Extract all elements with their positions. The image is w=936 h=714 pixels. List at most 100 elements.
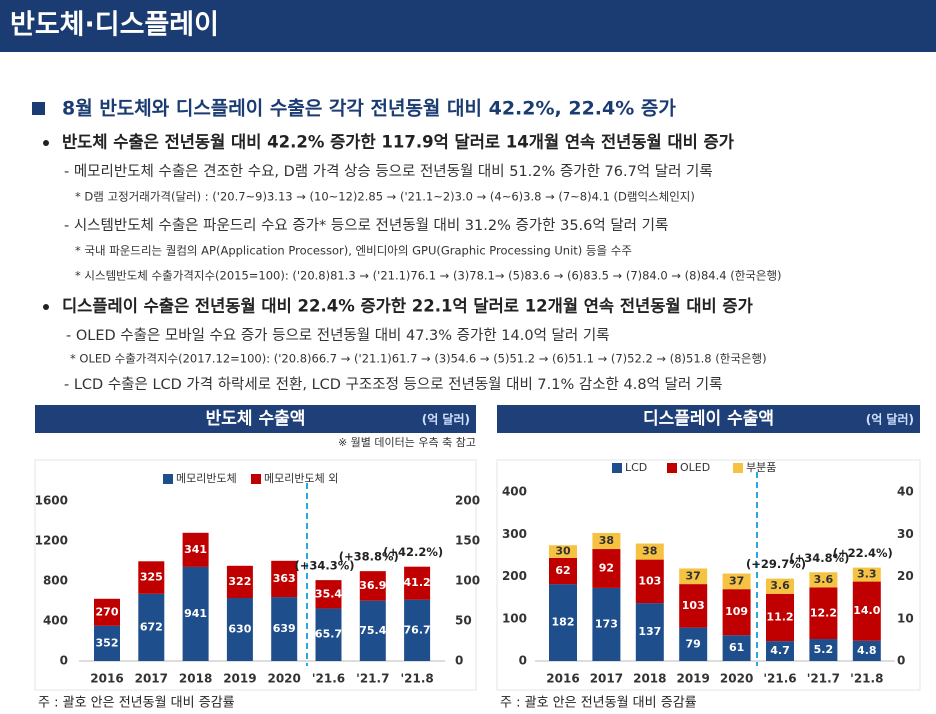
bar-segment — [182, 532, 209, 567]
bar-segment — [722, 573, 751, 590]
bar-segment — [679, 584, 708, 628]
headline: 8월 반도체와 디스플레이 수출은 각각 전년동월 대비 42.2%, 22.4… — [62, 98, 676, 120]
x-tick-label: '21.6 — [312, 672, 345, 686]
bullet — [43, 304, 49, 310]
item: - 시스템반도체 수출은 파운드리 수요 증가* 등으로 전년동월 대비 31.… — [64, 217, 668, 234]
value-label: 3.6 — [814, 573, 834, 586]
value-label: 137 — [638, 625, 661, 638]
x-tick-label: '21.8 — [400, 672, 433, 686]
y-tick-label: 1200 — [35, 534, 68, 548]
chart-note: 주 : 괄호 안은 전년동월 대비 증감률 — [38, 696, 235, 711]
bar-segment — [635, 603, 664, 661]
bar-segment — [852, 581, 881, 641]
x-tick-label: 2020 — [267, 672, 300, 686]
x-tick-label: 2019 — [223, 672, 256, 686]
value-label: 672 — [140, 620, 163, 633]
value-label: 182 — [552, 616, 575, 629]
y-tick-label: 800 — [43, 574, 68, 588]
page-title: 반도체·디스플레이 — [10, 10, 219, 41]
value-label: 62 — [555, 564, 570, 577]
value-label: 270 — [96, 605, 119, 618]
value-label: 630 — [228, 623, 251, 636]
section-heading: 반도체 수출은 전년동월 대비 42.2% 증가한 117.9억 달러로 14개… — [62, 132, 734, 152]
value-label: 103 — [682, 599, 705, 612]
chart-unit: (억 달러) — [866, 412, 914, 427]
value-label: 65.7 — [315, 628, 342, 641]
value-label: 3.6 — [770, 579, 790, 592]
value-label: 14.0 — [853, 604, 880, 617]
value-label: 92 — [599, 561, 614, 574]
bullet — [43, 140, 49, 146]
bar-segment — [852, 567, 881, 582]
growth-annotation: (+42.2%) — [383, 545, 443, 559]
value-label: 76.7 — [404, 623, 431, 636]
value-label: 61 — [729, 641, 744, 654]
y-tick-label: 300 — [502, 527, 527, 541]
legend-swatch — [667, 463, 677, 473]
growth-annotation: (+29.7%) — [746, 557, 806, 571]
value-label: 363 — [273, 572, 296, 585]
bar-segment — [592, 587, 621, 661]
bar-segment — [359, 600, 386, 661]
value-label: 325 — [140, 571, 163, 584]
bar-segment — [635, 543, 664, 560]
x-tick-label: 2017 — [590, 672, 623, 686]
chart-subtitle: ※ 월별 데이터는 우측 축 참고 — [338, 436, 476, 449]
bar-segment — [138, 593, 165, 661]
growth-annotation: (+34.8%) — [789, 551, 849, 565]
x-tick-label: 2018 — [179, 672, 212, 686]
note: * 시스템반도체 수출가격지수(2015=100): ('20.8)81.3 →… — [75, 269, 782, 283]
y2-tick-label: 200 — [455, 494, 480, 508]
item: - 메모리반도체 수출은 견조한 수요, D램 가격 상승 등으로 전년동월 대… — [64, 163, 713, 180]
value-label: 173 — [595, 617, 618, 630]
value-label: 11.2 — [766, 610, 793, 623]
x-tick-label: 2017 — [135, 672, 168, 686]
legend-label: 부분품 — [746, 461, 776, 474]
value-label: 30 — [555, 545, 571, 558]
y-tick-label: 400 — [43, 614, 68, 628]
bar-segment — [809, 572, 838, 588]
bar-segment — [852, 640, 881, 661]
y-tick-label: 400 — [502, 485, 527, 499]
value-label: 352 — [96, 636, 119, 649]
note: * OLED 수출가격지수(2017.12=100): ('20.8)66.7 … — [70, 352, 767, 366]
value-label: 38 — [642, 545, 657, 558]
value-label: 37 — [686, 569, 701, 582]
bar-segment — [94, 598, 120, 626]
value-label: 103 — [638, 574, 661, 587]
value-label: 38 — [599, 534, 614, 547]
bar-segment — [635, 559, 664, 604]
x-tick-label: 2016 — [90, 672, 123, 686]
value-label: 3.3 — [857, 568, 877, 581]
legend-swatch — [612, 463, 622, 473]
bar-segment — [271, 597, 298, 661]
bar-segment — [226, 565, 253, 598]
chart-unit: (억 달러) — [422, 412, 470, 427]
value-label: 109 — [725, 605, 748, 618]
x-tick-label: '21.8 — [850, 672, 883, 686]
bar-segment — [592, 549, 621, 588]
y-tick-label: 200 — [502, 569, 527, 583]
y2-tick-label: 150 — [455, 534, 480, 548]
value-label: 12.2 — [810, 606, 837, 619]
bar-segment — [809, 639, 838, 661]
bar-segment — [592, 532, 621, 550]
x-tick-label: '21.7 — [807, 672, 840, 686]
bar-segment — [271, 560, 298, 598]
y2-tick-label: 10 — [897, 611, 914, 625]
bar-segment — [404, 566, 431, 600]
value-label: 941 — [184, 607, 207, 620]
y2-tick-label: 40 — [897, 485, 914, 499]
bar-segment — [315, 608, 342, 661]
legend-swatch — [163, 474, 173, 484]
value-label: 639 — [273, 622, 296, 635]
x-tick-label: 2019 — [676, 672, 709, 686]
chart-title-bar — [497, 405, 920, 433]
y2-tick-label: 0 — [897, 654, 905, 668]
value-label: 41.2 — [404, 576, 431, 589]
legend-label: LCD — [625, 461, 647, 474]
chart-note: 주 : 괄호 안은 전년동월 대비 증감률 — [500, 696, 697, 711]
header-bar — [0, 0, 936, 52]
x-tick-label: '21.6 — [763, 672, 796, 686]
